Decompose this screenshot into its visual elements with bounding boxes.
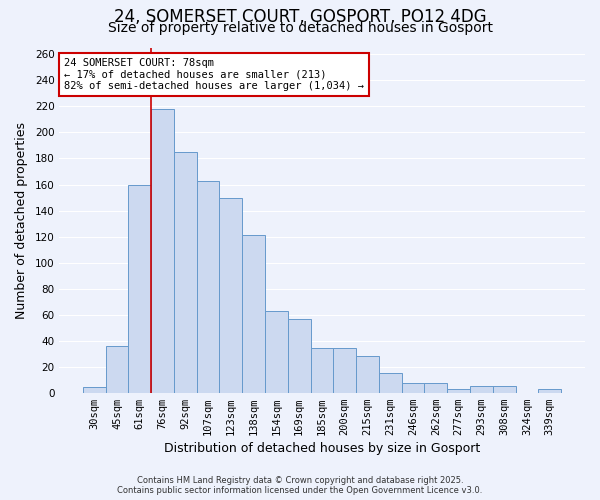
Bar — [470, 386, 493, 394]
X-axis label: Distribution of detached houses by size in Gosport: Distribution of detached houses by size … — [164, 442, 480, 455]
Bar — [334, 348, 356, 394]
Bar — [288, 319, 311, 394]
Bar — [83, 387, 106, 394]
Bar — [106, 346, 128, 394]
Bar — [447, 390, 470, 394]
Bar — [356, 356, 379, 394]
Bar — [151, 109, 174, 394]
Text: 24, SOMERSET COURT, GOSPORT, PO12 4DG: 24, SOMERSET COURT, GOSPORT, PO12 4DG — [113, 8, 487, 26]
Bar — [401, 383, 424, 394]
Bar — [538, 390, 561, 394]
Bar — [493, 386, 515, 394]
Bar — [197, 180, 220, 394]
Bar — [379, 372, 401, 394]
Bar — [265, 311, 288, 394]
Bar — [242, 236, 265, 394]
Text: Size of property relative to detached houses in Gosport: Size of property relative to detached ho… — [107, 21, 493, 35]
Y-axis label: Number of detached properties: Number of detached properties — [15, 122, 28, 319]
Bar — [311, 348, 334, 394]
Bar — [424, 383, 447, 394]
Text: Contains HM Land Registry data © Crown copyright and database right 2025.
Contai: Contains HM Land Registry data © Crown c… — [118, 476, 482, 495]
Bar — [128, 184, 151, 394]
Text: 24 SOMERSET COURT: 78sqm
← 17% of detached houses are smaller (213)
82% of semi-: 24 SOMERSET COURT: 78sqm ← 17% of detach… — [64, 58, 364, 91]
Bar — [174, 152, 197, 394]
Bar — [220, 198, 242, 394]
